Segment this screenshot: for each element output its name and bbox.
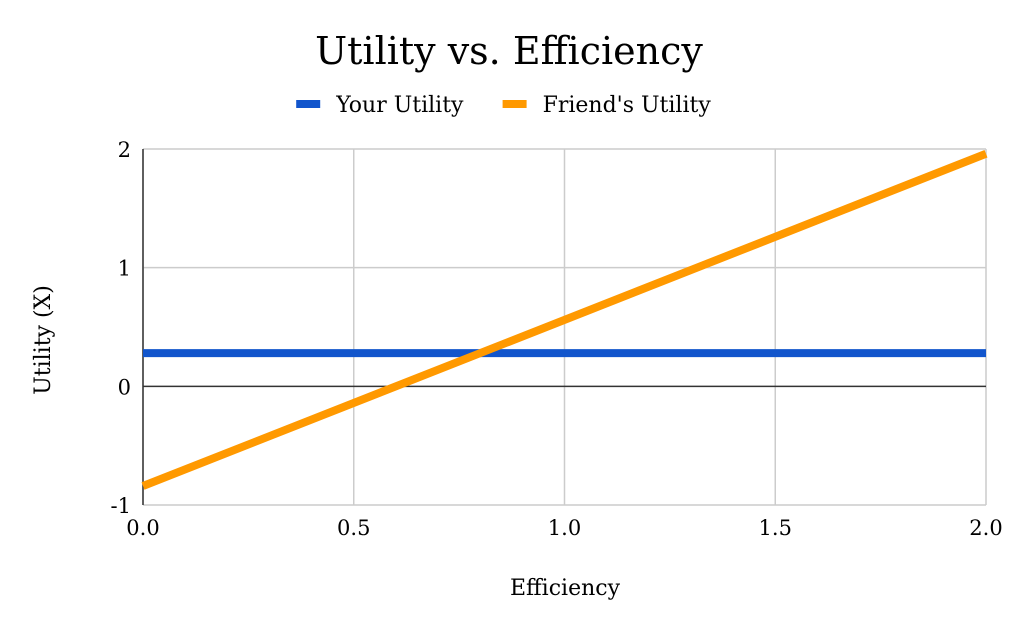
x-tick-label: 0.0 <box>126 516 159 540</box>
y-tick-label: 1 <box>118 257 131 281</box>
x-tick-label: 1.5 <box>759 516 792 540</box>
legend-label: Friend's Utility <box>543 93 712 118</box>
legend-label: Your Utility <box>335 93 464 118</box>
legend: Your Utility Friend's Utility <box>296 93 711 118</box>
legend-swatch <box>296 100 321 108</box>
chart-title: Utility vs. Efficiency <box>315 29 703 73</box>
x-tick-label: 2.0 <box>969 516 1002 540</box>
legend-item: Friend's Utility <box>502 93 712 118</box>
legend-swatch <box>502 100 527 108</box>
x-tick-label: 0.5 <box>337 516 370 540</box>
y-axis-label: Utility (X) <box>31 285 56 395</box>
y-tick-label: 0 <box>118 375 131 399</box>
series-layer <box>141 150 988 490</box>
y-tick-label: -1 <box>111 494 131 518</box>
y-tick-labels: -1 0 1 2 <box>111 138 131 518</box>
grid <box>142 148 987 506</box>
x-tick-labels: 0.0 0.5 1.0 1.5 2.0 <box>126 516 1002 540</box>
legend-item: Your Utility <box>296 93 464 118</box>
y-tick-label: 2 <box>118 138 131 162</box>
series-line-1 <box>141 150 988 490</box>
x-axis-label: Efficiency <box>510 576 621 601</box>
x-tick-label: 1.0 <box>548 516 581 540</box>
